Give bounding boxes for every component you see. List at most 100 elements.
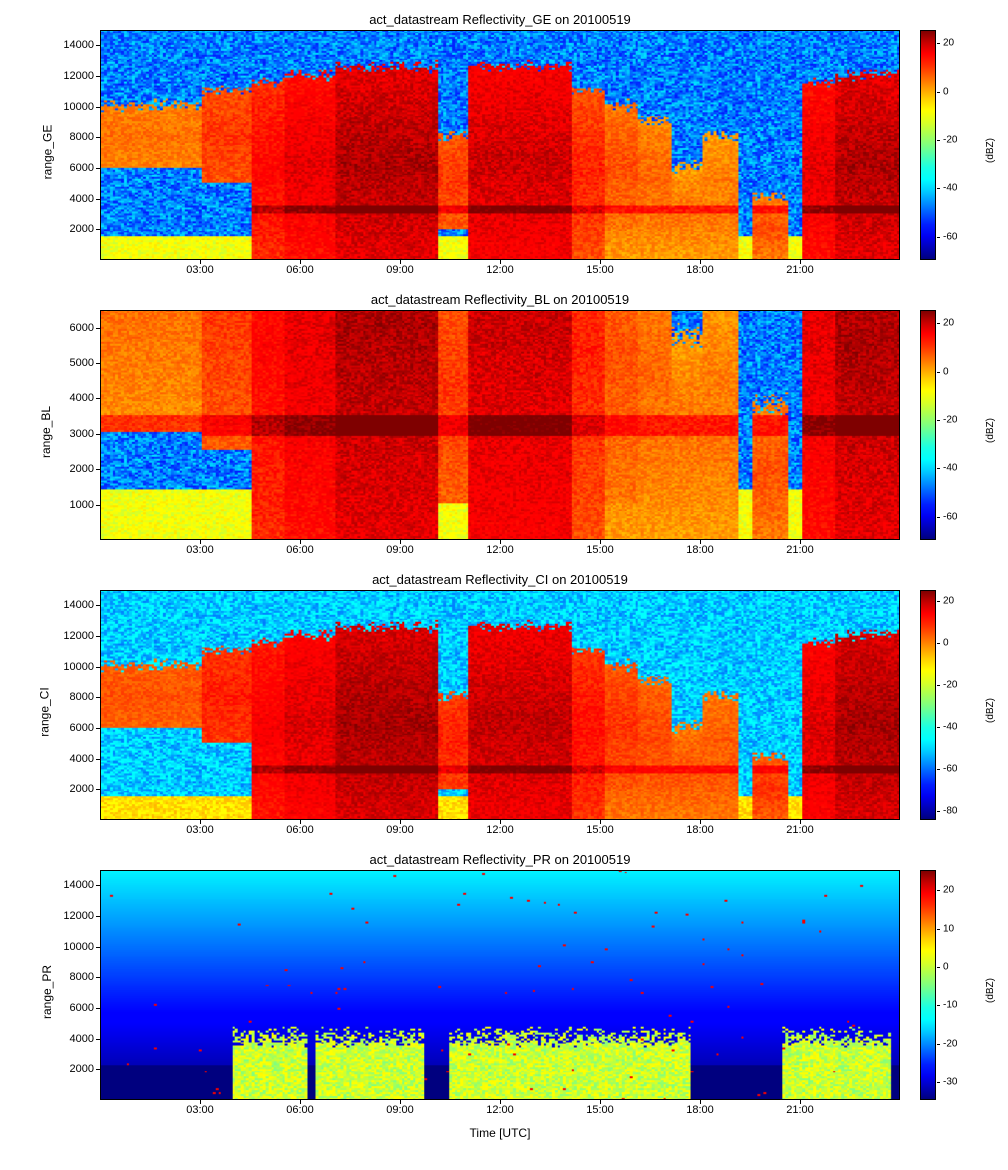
x-tick-label: 12:00 xyxy=(486,264,514,276)
subplot-pr: act_datastream Reflectivity_PR on 201005… xyxy=(0,870,1008,1150)
y-tick-label: 6000 xyxy=(2,722,94,734)
y-tick-label: 2000 xyxy=(2,783,94,795)
colorbar-tick-label: -80 xyxy=(943,805,957,816)
y-tick-mark xyxy=(96,398,100,399)
y-tick-mark xyxy=(96,947,100,948)
colorbar-tick-label: 20 xyxy=(943,38,954,49)
x-tick-mark xyxy=(700,820,701,824)
colorbar-tick-label: 0 xyxy=(943,638,949,649)
x-tick-mark xyxy=(400,540,401,544)
x-tick-label: 03:00 xyxy=(186,544,214,556)
colorbar-tick-mark xyxy=(937,727,940,728)
x-tick-mark xyxy=(700,540,701,544)
x-ticks: 03:0006:0009:0012:0015:0018:0021:00 xyxy=(100,540,900,570)
x-tick-mark xyxy=(200,540,201,544)
y-tick-mark xyxy=(96,76,100,77)
colorbar-tick-label: -20 xyxy=(943,680,957,691)
y-tick-mark xyxy=(96,45,100,46)
x-tick-label: 15:00 xyxy=(586,824,614,836)
colorbar-tick-mark xyxy=(937,1005,940,1006)
x-tick-label: 21:00 xyxy=(786,1104,814,1116)
x-tick-mark xyxy=(200,260,201,264)
y-ticks: 2000400060008000100001200014000 xyxy=(0,30,100,260)
y-tick-label: 6000 xyxy=(2,162,94,174)
x-tick-mark xyxy=(500,260,501,264)
y-tick-label: 14000 xyxy=(2,879,94,891)
colorbar: -60-40-20020 xyxy=(920,310,936,540)
colorbar-tick-label: -10 xyxy=(943,1000,957,1011)
x-tick-label: 18:00 xyxy=(686,544,714,556)
x-tick-mark xyxy=(800,820,801,824)
colorbar-label: (dBZ) xyxy=(985,138,996,163)
x-tick-label: 06:00 xyxy=(286,544,314,556)
x-tick-label: 15:00 xyxy=(586,1104,614,1116)
x-tick-mark xyxy=(700,260,701,264)
colorbar-tick-mark xyxy=(937,1082,940,1083)
y-tick-mark xyxy=(96,107,100,108)
x-tick-mark xyxy=(500,1100,501,1104)
y-tick-label: 10000 xyxy=(2,661,94,673)
x-tick-mark xyxy=(700,1100,701,1104)
plot-title: act_datastream Reflectivity_GE on 201005… xyxy=(100,12,900,27)
colorbar-tick-mark xyxy=(937,92,940,93)
y-tick-mark xyxy=(96,229,100,230)
y-tick-label: 4000 xyxy=(2,392,94,404)
colorbar-tick-label: 20 xyxy=(943,596,954,607)
colorbar-tick-label: -20 xyxy=(943,134,957,145)
y-tick-label: 14000 xyxy=(2,599,94,611)
x-tick-mark xyxy=(300,260,301,264)
x-tick-label: 18:00 xyxy=(686,824,714,836)
colorbar-gradient xyxy=(921,31,935,259)
y-ticks: 2000400060008000100001200014000 xyxy=(0,590,100,820)
x-tick-label: 18:00 xyxy=(686,1104,714,1116)
y-tick-mark xyxy=(96,434,100,435)
y-tick-label: 8000 xyxy=(2,971,94,983)
colorbar: -60-40-20020 xyxy=(920,30,936,260)
y-tick-label: 6000 xyxy=(2,1002,94,1014)
y-tick-label: 4000 xyxy=(2,1033,94,1045)
colorbar-tick-mark xyxy=(937,468,940,469)
y-tick-label: 2000 xyxy=(2,223,94,235)
colorbar-tick-mark xyxy=(937,43,940,44)
reflectivity-canvas xyxy=(101,591,899,819)
x-tick-mark xyxy=(800,540,801,544)
x-tick-label: 06:00 xyxy=(286,824,314,836)
x-tick-mark xyxy=(600,260,601,264)
y-tick-mark xyxy=(96,697,100,698)
x-tick-label: 12:00 xyxy=(486,1104,514,1116)
plot-area xyxy=(100,870,900,1100)
x-tick-mark xyxy=(600,1100,601,1104)
colorbar-tick-mark xyxy=(937,517,940,518)
colorbar-tick-label: -40 xyxy=(943,463,957,474)
colorbar-tick-mark xyxy=(937,967,940,968)
y-tick-mark xyxy=(96,137,100,138)
x-tick-label: 06:00 xyxy=(286,1104,314,1116)
x-tick-label: 06:00 xyxy=(286,264,314,276)
y-tick-label: 8000 xyxy=(2,131,94,143)
y-tick-mark xyxy=(96,199,100,200)
colorbar-tick-label: 0 xyxy=(943,366,949,377)
y-tick-mark xyxy=(96,916,100,917)
y-tick-label: 1000 xyxy=(2,499,94,511)
colorbar-gradient xyxy=(921,871,935,1099)
x-tick-label: 09:00 xyxy=(386,824,414,836)
x-tick-mark xyxy=(300,1100,301,1104)
x-tick-label: 21:00 xyxy=(786,264,814,276)
colorbar-tick-mark xyxy=(937,890,940,891)
y-tick-mark xyxy=(96,168,100,169)
y-tick-label: 2000 xyxy=(2,463,94,475)
x-tick-mark xyxy=(400,820,401,824)
plot-area xyxy=(100,310,900,540)
reflectivity-canvas xyxy=(101,871,899,1099)
x-tick-mark xyxy=(400,260,401,264)
x-tick-label: 09:00 xyxy=(386,264,414,276)
y-tick-mark xyxy=(96,363,100,364)
y-tick-mark xyxy=(96,469,100,470)
colorbar: -80-60-40-20020 xyxy=(920,590,936,820)
y-tick-mark xyxy=(96,789,100,790)
colorbar-tick-label: -20 xyxy=(943,414,957,425)
x-tick-mark xyxy=(200,820,201,824)
plot-title: act_datastream Reflectivity_CI on 201005… xyxy=(100,572,900,587)
colorbar-label: (dBZ) xyxy=(985,978,996,1003)
colorbar-tick-label: 20 xyxy=(943,885,954,896)
